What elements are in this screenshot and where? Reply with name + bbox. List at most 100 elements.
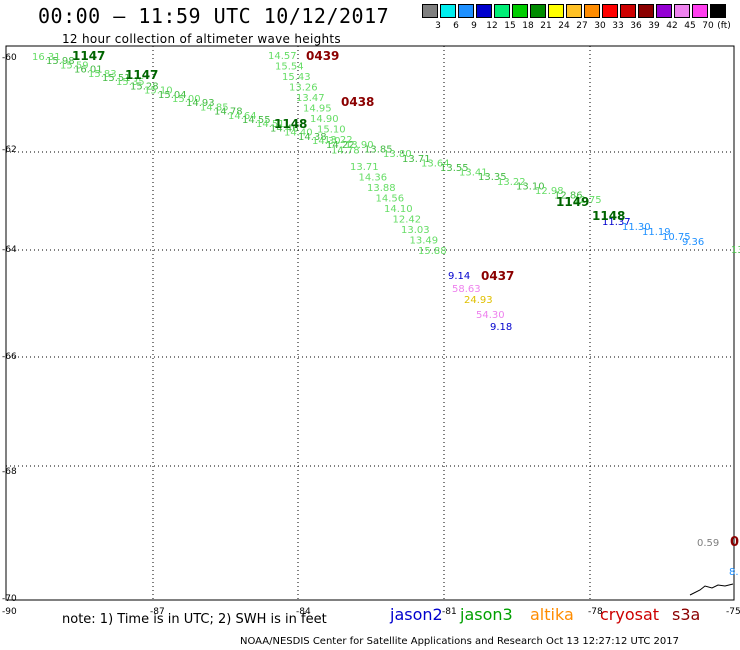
page-title: 00:00 – 11:59 UTC 10/12/2017 <box>38 4 390 28</box>
legend-label: 30 <box>594 21 606 31</box>
legend-label: 15 <box>504 21 516 31</box>
satellite-name: jason3 <box>460 605 513 624</box>
time-label: 0 <box>730 535 739 550</box>
time-label: 0439 <box>306 49 339 63</box>
lon-tick-label: -75 <box>726 607 740 617</box>
track-value: 11.19 <box>642 227 671 238</box>
track-value: 13.85 <box>364 145 393 156</box>
legend-swatch <box>566 4 582 18</box>
track-value: 13.55 <box>440 163 469 174</box>
legend-swatch <box>458 4 474 18</box>
track-value: 9.14 <box>448 271 470 282</box>
legend-label: 21 <box>540 21 552 31</box>
legend-label: 3 <box>435 21 441 31</box>
track-value: 13.80 <box>383 149 412 160</box>
corner-label: -90 <box>2 607 17 617</box>
lon-tick-label: -78 <box>588 607 603 617</box>
legend-unit: (ft) <box>717 21 731 31</box>
legend-label: 42 <box>666 21 678 31</box>
track-value: 15.43 <box>282 72 311 83</box>
track-value: 14.40 <box>284 128 313 139</box>
legend-swatch <box>476 4 492 18</box>
track-value: 14.90 <box>310 114 339 125</box>
altimeter-tracks: 16.3115.9815.5916.0115.8315.5115.3515.28… <box>32 51 740 578</box>
satellite-name: s3a <box>672 605 701 624</box>
track-value: 16.31 <box>32 52 61 63</box>
track-value: 14.57 <box>268 51 297 62</box>
track-value: 14.51 <box>256 119 285 130</box>
track-value: 15.00 <box>172 94 201 105</box>
legend-label: 39 <box>648 21 660 31</box>
track-value: 8. <box>729 567 739 578</box>
track-value: 15.54 <box>275 62 304 73</box>
legend-swatch <box>584 4 600 18</box>
track-value: 13.10 <box>516 181 545 192</box>
track-value: 24.93 <box>464 295 493 306</box>
lon-tick-label: -87 <box>150 607 165 617</box>
track-value: 15.04 <box>158 90 187 101</box>
track-value: 15.88 <box>418 246 447 257</box>
track-value: 11.37 <box>602 217 631 228</box>
legend-swatch <box>710 4 726 18</box>
track-value: 13 <box>731 245 740 256</box>
legend-swatch <box>548 4 564 18</box>
track-value: 11.30 <box>622 222 651 233</box>
track-value: 13.88 <box>367 183 396 194</box>
lat-tick-label: -68 <box>2 467 17 477</box>
track-value: 15.10 <box>317 125 346 136</box>
legend-label: 18 <box>522 21 534 31</box>
track-value: 14.36 <box>359 173 388 184</box>
track-value: 14.78 <box>331 146 360 157</box>
lon-tick-label: -84 <box>296 607 311 617</box>
legend-swatch <box>512 4 528 18</box>
track-value: 14.93 <box>186 98 215 109</box>
footer-credit: NOAA/NESDIS Center for Satellite Applica… <box>240 636 679 647</box>
track-value: 13.71 <box>350 162 379 173</box>
track-value: 14.10 <box>384 204 413 215</box>
lat-lon-grid <box>6 46 734 600</box>
legend-swatch <box>656 4 672 18</box>
track-value: 12.98 <box>535 186 564 197</box>
time-label: 0438 <box>341 95 374 109</box>
coastline <box>689 583 734 596</box>
lat-tick-label: -62 <box>2 145 17 155</box>
legend-label: 9 <box>471 21 477 31</box>
track-value: 16.01 <box>74 65 103 76</box>
track-value: 54.30 <box>476 310 505 321</box>
track-value: 13.26 <box>289 83 318 94</box>
track-value: 14.22 <box>326 140 355 151</box>
units-note: note: 1) Time is in UTC; 2) SWH is in fe… <box>62 612 327 627</box>
time-label: 0437 <box>481 269 514 283</box>
track-value: 13.41 <box>459 168 488 179</box>
satellite-name: altika <box>530 605 574 624</box>
track-value: 14.56 <box>376 194 405 205</box>
track-value: 12.86 <box>554 191 583 202</box>
legend-label: 24 <box>558 21 570 31</box>
lon-tick-label: -81 <box>442 607 457 617</box>
lat-tick-label: -70 <box>2 594 17 604</box>
legend-swatch <box>692 4 708 18</box>
track-value: 15.10 <box>144 86 173 97</box>
time-label: 1147 <box>72 49 105 63</box>
track-value: 14.85 <box>200 102 229 113</box>
track-value: 15.83 <box>88 69 117 80</box>
legend-label: 6 <box>453 21 459 31</box>
legend-label: 27 <box>576 21 588 31</box>
legend-label: 45 <box>684 21 696 31</box>
lat-tick-label: -60 <box>2 53 17 63</box>
track-value: 0.59 <box>697 538 719 549</box>
legend-swatch <box>422 4 438 18</box>
track-value: 13.03 <box>401 225 430 236</box>
track-value: 13.47 <box>296 93 325 104</box>
legend-label: 12 <box>486 21 498 31</box>
track-value: 15.35 <box>116 77 145 88</box>
lat-tick-label: -66 <box>2 352 17 362</box>
legend-swatch <box>530 4 546 18</box>
track-value: 13.49 <box>410 236 439 247</box>
legend-label: 33 <box>612 21 624 31</box>
track-value: 15.51 <box>102 73 131 84</box>
track-value: 15.28 <box>130 81 159 92</box>
